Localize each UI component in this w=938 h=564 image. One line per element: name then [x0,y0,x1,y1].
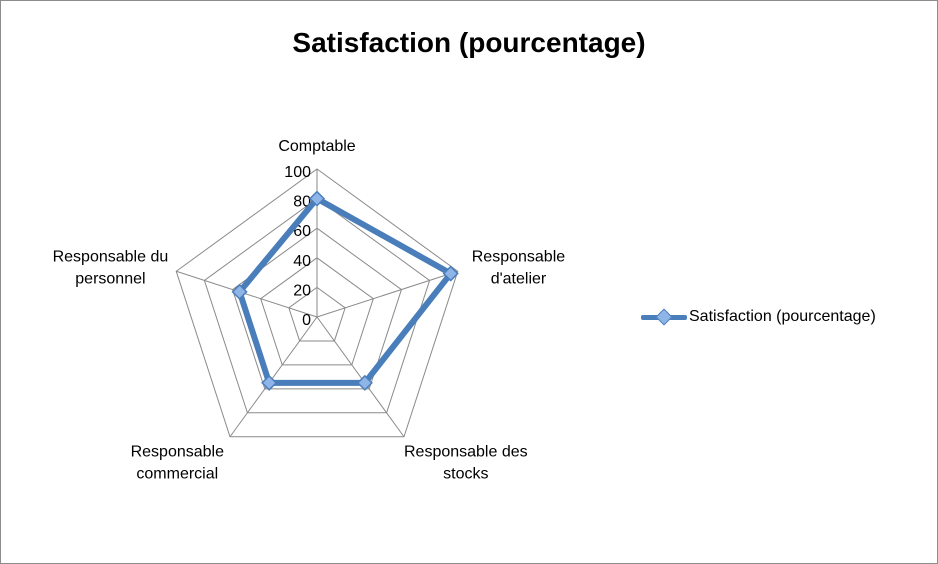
tick-label: 100 [284,164,311,181]
grid-ring [260,257,374,366]
legend-series-key [641,307,687,327]
grid-ring [288,286,346,342]
grid-spoke [176,270,318,318]
data-point [356,374,373,391]
tick-label: 80 [293,194,311,211]
series-line [236,195,454,386]
category-label: Responsable commercial [131,444,225,483]
category-label: Comptable [278,138,355,155]
grid-ring [175,168,459,438]
grid-spoke [316,270,458,318]
tick-label: 60 [293,223,311,240]
tick-label: 40 [293,253,311,270]
grid-spoke [316,316,405,438]
chart-title: Satisfaction (pourcentage) [292,27,646,58]
category-label: Responsable d'atelier [472,248,565,287]
tick-label: 20 [293,282,311,299]
data-point [442,265,459,282]
data-point [231,283,248,300]
data-point [261,374,278,391]
category-label: Responsable des stocks [404,444,528,483]
data-point [308,190,326,207]
legend-series-label: Satisfaction (pourcentage) [689,308,876,325]
tick-label: 0 [302,312,311,329]
grid-spoke [229,316,318,438]
category-label: Responsable du personnel [53,248,169,287]
grid-ring [203,197,431,414]
legend: Satisfaction (pourcentage) [641,307,876,327]
